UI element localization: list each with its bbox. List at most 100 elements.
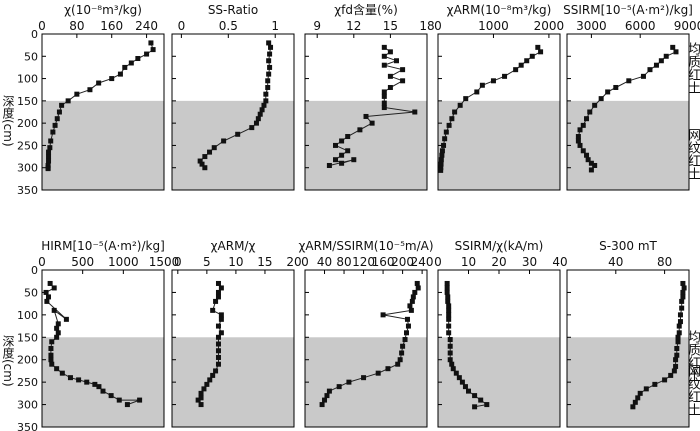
- x-tick-label-0-2: 160: [100, 19, 123, 33]
- data-point-7-24: [319, 402, 325, 408]
- data-point-9-19: [652, 381, 658, 387]
- data-point-9-22: [635, 395, 641, 401]
- data-point-8-8: [446, 316, 452, 322]
- plot-frame-0: [41, 33, 165, 191]
- x-tick-label-6-4: 20: [286, 255, 301, 269]
- data-point-3-7: [490, 78, 496, 84]
- data-point-8-22: [472, 393, 478, 399]
- data-point-6-1: [218, 285, 224, 291]
- y-axis-title-bottom: 深度(cm): [1, 335, 15, 387]
- x-tick-label-8-2: 20: [491, 255, 506, 269]
- data-point-3-15: [443, 129, 449, 135]
- data-point-0-19: [46, 149, 52, 155]
- data-point-3-1: [538, 49, 544, 55]
- data-point-8-23: [478, 397, 484, 403]
- data-point-5-12: [48, 346, 54, 351]
- data-point-5-0: [47, 280, 53, 286]
- data-point-6-15: [213, 368, 219, 374]
- data-point-8-25: [472, 404, 478, 410]
- data-point-3-23: [438, 167, 444, 173]
- data-point-2-10: [381, 93, 387, 99]
- x-tick-label-1-0: 0: [178, 19, 186, 33]
- plot-frame-4: [566, 33, 690, 191]
- data-point-8-16: [450, 366, 456, 372]
- data-point-6-19: [201, 386, 207, 392]
- y-tick-label-0-6: 300: [17, 162, 38, 175]
- panel-title-7: χARM/SSIRM(10⁻⁵m/A): [298, 239, 433, 253]
- data-point-2-3: [394, 58, 399, 64]
- data-point-6-22: [195, 397, 201, 403]
- data-point-7-11: [402, 337, 408, 343]
- data-point-1-20: [202, 154, 208, 160]
- panel-title-6: χARM/χ: [211, 239, 256, 253]
- data-point-3-12: [452, 109, 458, 115]
- data-point-7-5: [407, 303, 413, 309]
- panel-title-1: SS-Ratio: [208, 3, 258, 17]
- data-point-3-2: [529, 53, 535, 59]
- x-tick-label-5-0: 0: [38, 255, 46, 269]
- data-point-2-16: [357, 127, 363, 133]
- data-point-8-7: [446, 312, 452, 318]
- data-point-0-12: [59, 102, 65, 108]
- panel-title-2: χfd含量(%): [334, 2, 398, 17]
- data-point-0-15: [52, 122, 58, 128]
- data-point-4-14: [580, 122, 586, 128]
- data-point-8-20: [462, 384, 468, 390]
- data-point-5-6: [51, 307, 57, 313]
- data-point-4-18: [577, 142, 583, 148]
- data-point-7-4: [409, 298, 415, 304]
- plot-frame-6: [171, 269, 295, 428]
- data-point-5-20: [84, 379, 90, 385]
- data-point-1-1: [268, 44, 274, 50]
- data-point-9-20: [643, 386, 649, 392]
- panel-title-5: HIRM[10⁻⁵(A·m²)/kg]: [41, 239, 165, 253]
- stratum-label-reticulate-top: 网纹红土: [685, 128, 700, 180]
- data-point-7-17: [375, 370, 381, 376]
- x-tick-label-8-4: 40: [552, 255, 567, 269]
- data-point-4-20: [584, 152, 590, 158]
- data-point-5-23: [100, 388, 106, 394]
- y-tick-label-5-2: 100: [17, 309, 38, 322]
- data-point-9-1: [681, 285, 687, 291]
- data-point-9-15: [673, 363, 679, 369]
- data-point-2-15: [369, 120, 375, 126]
- data-point-7-8: [404, 316, 410, 322]
- data-point-3-4: [518, 62, 524, 68]
- data-point-4-11: [592, 102, 598, 108]
- x-tick-label-6-3: 15: [257, 255, 272, 269]
- plot-frame-5: [41, 269, 165, 428]
- data-point-9-23: [632, 399, 638, 405]
- data-point-8-9: [446, 323, 452, 329]
- data-point-2-11: [381, 100, 387, 106]
- data-point-7-19: [346, 379, 352, 385]
- shaded-band-7: [305, 337, 427, 427]
- shaded-band-6: [172, 337, 294, 427]
- data-point-9-18: [662, 377, 668, 383]
- data-point-9-4: [679, 298, 685, 304]
- data-point-2-12: [381, 105, 387, 111]
- data-point-1-16: [235, 131, 241, 137]
- x-tick-label-3-1: 1000: [478, 19, 509, 33]
- data-point-7-10: [404, 330, 410, 336]
- data-point-5-26: [137, 397, 143, 403]
- data-point-2-19: [333, 142, 338, 148]
- data-point-3-6: [502, 73, 508, 79]
- data-point-2-1: [387, 49, 393, 55]
- x-tick-label-2-0: 9: [313, 19, 321, 33]
- data-point-7-20: [336, 384, 342, 390]
- data-point-4-23: [592, 162, 598, 168]
- data-point-3-18: [439, 148, 445, 154]
- x-tick-label-0-0: 0: [38, 19, 46, 33]
- y-tick-label-5-1: 50: [24, 286, 38, 299]
- y-tick-label-5-5: 250: [17, 376, 38, 389]
- data-point-9-3: [680, 294, 686, 300]
- data-point-4-22: [588, 160, 594, 166]
- data-point-2-21: [339, 152, 345, 158]
- data-point-5-8: [54, 325, 60, 331]
- data-point-0-8: [96, 80, 102, 86]
- x-tick-label-8-1: 10: [461, 255, 476, 269]
- data-point-2-18: [339, 138, 345, 144]
- data-point-1-4: [267, 64, 273, 70]
- data-point-1-23: [202, 165, 208, 171]
- shaded-band-4: [567, 100, 689, 190]
